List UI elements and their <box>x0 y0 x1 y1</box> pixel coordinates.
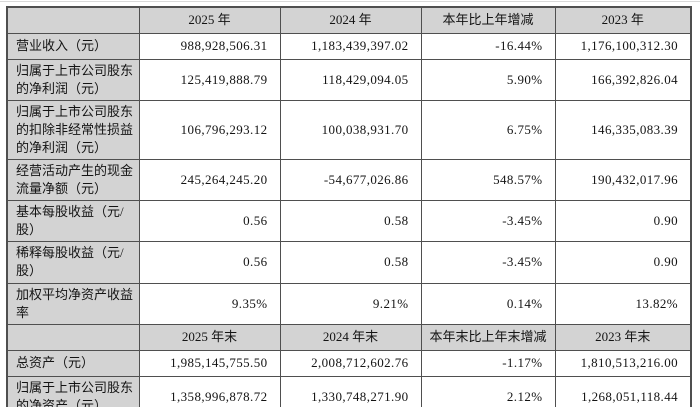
header-cell-blank <box>6 6 140 34</box>
value-2024: -54,677,026.86 <box>279 158 422 201</box>
table-row-revenue: 营业收入（元） 988,928,506.31 1,183,439,397.02 … <box>6 32 692 60</box>
value-2023: 13.82% <box>554 282 692 325</box>
row-label: 基本每股收益（元/股） <box>6 199 140 242</box>
value-2023: 166,392,826.04 <box>554 58 692 101</box>
value-yoy-change: -3.45% <box>420 199 556 242</box>
table-row-net-profit-excl-nonrecurring: 归属于上市公司股东的扣除非经常性损益的净利润（元） 106,796,293.12… <box>6 99 692 160</box>
value-2023-end: 1,268,051,118.44 <box>554 375 692 407</box>
header-cell-2023: 2023 年 <box>554 6 692 34</box>
table-row-basic-eps: 基本每股收益（元/股） 0.56 0.58 -3.45% 0.90 <box>6 199 692 242</box>
table-row-net-assets: 归属于上市公司股东的净资产（元） 1,358,996,878.72 1,330,… <box>6 375 692 407</box>
row-label: 营业收入（元） <box>6 32 140 60</box>
value-2024-end: 2,008,712,602.76 <box>279 349 422 377</box>
table-row-operating-cash-flow: 经营活动产生的现金流量净额（元） 245,264,245.20 -54,677,… <box>6 158 692 201</box>
row-label: 总资产（元） <box>6 349 140 377</box>
row-label: 加权平均净资产收益率 <box>6 282 140 325</box>
value-2025: 245,264,245.20 <box>138 158 281 201</box>
value-2024: 1,183,439,397.02 <box>279 32 422 60</box>
header-cell-yoy-end-change: 本年末比上年末增减 <box>420 323 556 351</box>
value-2023: 0.90 <box>554 199 692 242</box>
value-2025-end: 1,358,996,878.72 <box>138 375 281 407</box>
value-2025: 988,928,506.31 <box>138 32 281 60</box>
header-cell-blank <box>6 323 140 351</box>
value-2024: 9.21% <box>279 282 422 325</box>
header-row-year-end: 2025 年末 2024 年末 本年末比上年末增减 2023 年末 <box>6 323 692 351</box>
value-yoy-change: 5.90% <box>420 58 556 101</box>
value-2023: 146,335,083.39 <box>554 99 692 160</box>
value-2025: 0.56 <box>138 240 281 284</box>
row-label: 归属于上市公司股东的净资产（元） <box>6 375 140 407</box>
value-yoy-change: 6.75% <box>420 99 556 160</box>
value-2023-end: 1,810,513,216.00 <box>554 349 692 377</box>
value-yoy-change: 0.14% <box>420 282 556 325</box>
value-2023: 0.90 <box>554 240 692 284</box>
value-2025: 106,796,293.12 <box>138 99 281 160</box>
value-yoy-end-change: -1.17% <box>420 349 556 377</box>
row-label: 归属于上市公司股东的净利润（元） <box>6 58 140 101</box>
financial-summary-table: 2025 年 2024 年 本年比上年增减 2023 年 营业收入（元） 988… <box>6 6 692 407</box>
header-cell-2025-end: 2025 年末 <box>138 323 281 351</box>
value-2024: 0.58 <box>279 240 422 284</box>
table-row-net-profit: 归属于上市公司股东的净利润（元） 125,419,888.79 118,429,… <box>6 58 692 101</box>
header-cell-yoy-change: 本年比上年增减 <box>420 6 556 34</box>
value-2025: 9.35% <box>138 282 281 325</box>
value-yoy-change: -3.45% <box>420 240 556 284</box>
table-row-total-assets: 总资产（元） 1,985,145,755.50 2,008,712,602.76… <box>6 349 692 377</box>
value-2025: 0.56 <box>138 199 281 242</box>
value-2024-end: 1,330,748,271.90 <box>279 375 422 407</box>
value-2023: 1,176,100,312.30 <box>554 32 692 60</box>
header-row-annual: 2025 年 2024 年 本年比上年增减 2023 年 <box>6 6 692 34</box>
page-top-divider <box>0 1 700 2</box>
value-2025: 125,419,888.79 <box>138 58 281 101</box>
row-label: 稀释每股收益（元/股） <box>6 240 140 284</box>
header-cell-2025: 2025 年 <box>138 6 281 34</box>
value-2023: 190,432,017.96 <box>554 158 692 201</box>
table-row-weighted-avg-roe: 加权平均净资产收益率 9.35% 9.21% 0.14% 13.82% <box>6 282 692 325</box>
value-2024: 0.58 <box>279 199 422 242</box>
value-2024: 118,429,094.05 <box>279 58 422 101</box>
header-cell-2023-end: 2023 年末 <box>554 323 692 351</box>
value-2024: 100,038,931.70 <box>279 99 422 160</box>
row-label: 经营活动产生的现金流量净额（元） <box>6 158 140 201</box>
row-label: 归属于上市公司股东的扣除非经常性损益的净利润（元） <box>6 99 140 160</box>
value-yoy-change: -16.44% <box>420 32 556 60</box>
header-cell-2024: 2024 年 <box>279 6 422 34</box>
header-cell-2024-end: 2024 年末 <box>279 323 422 351</box>
table-row-diluted-eps: 稀释每股收益（元/股） 0.56 0.58 -3.45% 0.90 <box>6 240 692 284</box>
value-yoy-end-change: 2.12% <box>420 375 556 407</box>
value-2025-end: 1,985,145,755.50 <box>138 349 281 377</box>
value-yoy-change: 548.57% <box>420 158 556 201</box>
